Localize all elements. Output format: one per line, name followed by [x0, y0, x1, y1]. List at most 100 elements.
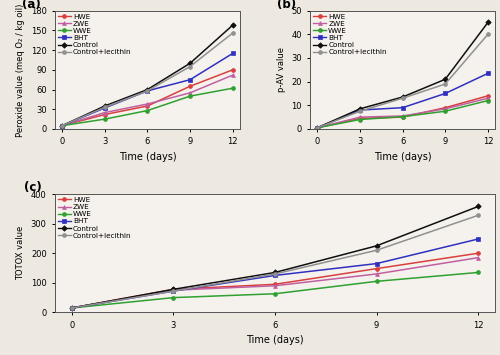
Control+lecithin [357, 109, 363, 113]
Control [485, 20, 491, 24]
Control [102, 104, 108, 108]
Y-axis label: p-AV value: p-AV value [276, 47, 285, 92]
Control+lecithin [314, 126, 320, 130]
WWE [485, 98, 491, 103]
ZWE [170, 288, 176, 293]
Control [357, 107, 363, 111]
Line: BHT: BHT [70, 237, 480, 310]
ZWE [400, 114, 406, 118]
Y-axis label: Peroxide value (meq O₂ / kg oil): Peroxide value (meq O₂ / kg oil) [16, 3, 25, 137]
WWE [475, 271, 481, 275]
Line: WWE: WWE [70, 271, 480, 310]
Control+lecithin [69, 306, 75, 310]
Control+lecithin [272, 272, 278, 276]
Control [442, 77, 448, 81]
BHT [230, 51, 236, 55]
Text: (a): (a) [22, 0, 40, 11]
Control+lecithin [230, 31, 236, 35]
WWE [314, 126, 320, 130]
HWE [187, 84, 193, 88]
Line: HWE: HWE [316, 94, 490, 130]
HWE [442, 105, 448, 110]
Control+lecithin [170, 289, 176, 293]
HWE [475, 251, 481, 255]
ZWE [187, 91, 193, 95]
BHT [272, 273, 278, 278]
HWE [272, 282, 278, 286]
Control+lecithin [374, 248, 380, 252]
WWE [144, 108, 150, 113]
Line: Control+lecithin: Control+lecithin [60, 31, 234, 128]
Control [400, 95, 406, 99]
Control+lecithin [442, 82, 448, 86]
ZWE [69, 306, 75, 310]
Legend: HWE, ZWE, WWE, BHT, Control, Control+lecithin: HWE, ZWE, WWE, BHT, Control, Control+lec… [57, 196, 132, 239]
HWE [230, 68, 236, 72]
Control [230, 23, 236, 27]
Control [475, 204, 481, 209]
WWE [170, 295, 176, 300]
HWE [485, 94, 491, 98]
Line: HWE: HWE [70, 251, 480, 310]
Line: ZWE: ZWE [316, 96, 490, 130]
HWE [374, 267, 380, 271]
WWE [400, 115, 406, 119]
Line: WWE: WWE [316, 99, 490, 130]
Line: ZWE: ZWE [70, 256, 480, 310]
ZWE [59, 124, 65, 128]
WWE [230, 86, 236, 91]
Control+lecithin [59, 124, 65, 128]
ZWE [442, 107, 448, 111]
Control+lecithin [102, 105, 108, 109]
BHT [374, 262, 380, 266]
WWE [187, 94, 193, 98]
ZWE [357, 115, 363, 119]
HWE [102, 113, 108, 117]
Line: Control+lecithin: Control+lecithin [316, 32, 490, 130]
HWE [144, 104, 150, 108]
Control [170, 287, 176, 291]
ZWE [272, 284, 278, 288]
Line: Control: Control [316, 21, 490, 130]
Line: Control: Control [60, 23, 234, 128]
ZWE [374, 272, 380, 276]
WWE [357, 118, 363, 122]
ZWE [475, 256, 481, 260]
Line: BHT: BHT [60, 51, 234, 128]
Control+lecithin [475, 213, 481, 218]
X-axis label: Time (days): Time (days) [374, 152, 432, 162]
WWE [374, 279, 380, 284]
BHT [442, 91, 448, 95]
Line: BHT: BHT [316, 71, 490, 130]
HWE [69, 306, 75, 310]
WWE [442, 109, 448, 113]
BHT [400, 105, 406, 110]
Legend: HWE, ZWE, WWE, BHT, Control, Control+lecithin: HWE, ZWE, WWE, BHT, Control, Control+lec… [312, 13, 388, 56]
Text: (c): (c) [24, 181, 42, 194]
ZWE [230, 73, 236, 77]
HWE [400, 115, 406, 119]
HWE [357, 116, 363, 120]
WWE [69, 306, 75, 310]
ZWE [102, 110, 108, 115]
ZWE [144, 102, 150, 106]
ZWE [314, 126, 320, 130]
BHT [69, 306, 75, 310]
HWE [314, 126, 320, 130]
BHT [102, 106, 108, 110]
BHT [144, 89, 150, 93]
Control [272, 271, 278, 275]
HWE [59, 124, 65, 128]
Line: Control+lecithin: Control+lecithin [70, 213, 480, 310]
Control [69, 306, 75, 310]
Line: ZWE: ZWE [60, 73, 234, 128]
Text: (b): (b) [277, 0, 296, 11]
Control [187, 61, 193, 65]
BHT [187, 77, 193, 82]
Line: WWE: WWE [60, 86, 234, 128]
X-axis label: Time (days): Time (days) [118, 152, 176, 162]
Y-axis label: TOTOX value: TOTOX value [16, 226, 25, 280]
WWE [102, 117, 108, 121]
Legend: HWE, ZWE, WWE, BHT, Control, Control+lecithin: HWE, ZWE, WWE, BHT, Control, Control+lec… [57, 13, 132, 56]
HWE [170, 287, 176, 291]
